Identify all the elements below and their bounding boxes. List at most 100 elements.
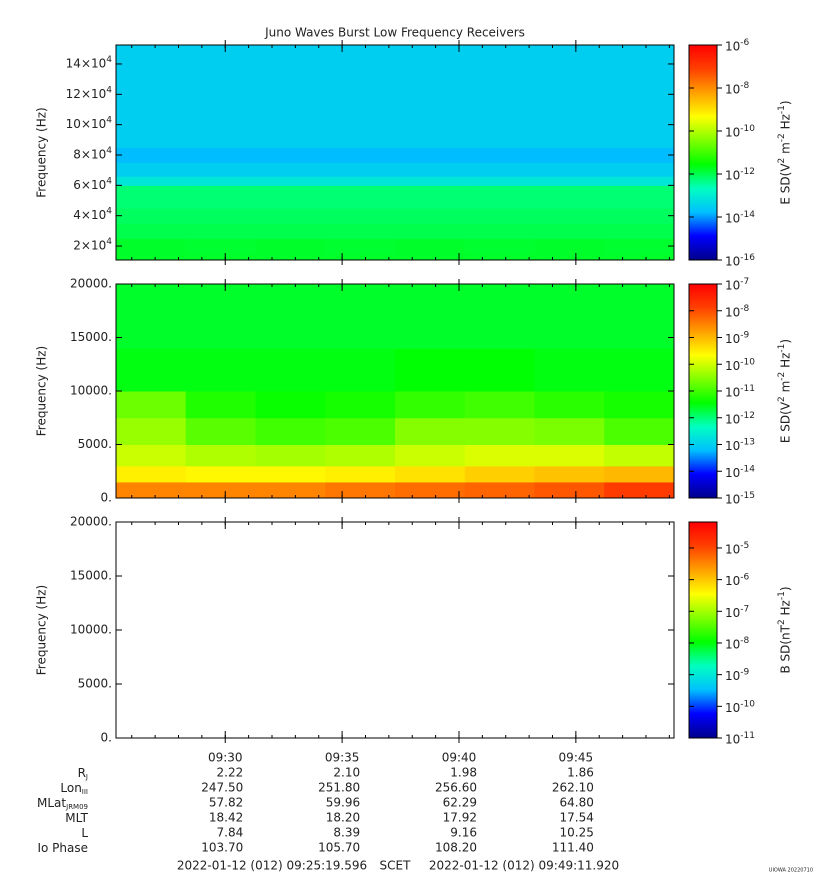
heatmap-cell <box>464 223 535 239</box>
ephemeris-value: 251.80 <box>318 781 360 795</box>
y-tick-label: 0. <box>101 491 112 505</box>
heatmap-cell <box>325 348 396 392</box>
ephemeris-label-text: MLat <box>37 796 66 810</box>
heatmap-cell <box>325 465 396 483</box>
heatmap-cell <box>325 147 396 164</box>
heatmap-cell <box>464 162 535 177</box>
heatmap-cell <box>464 176 535 186</box>
ephemeris-label-text: R <box>78 766 86 780</box>
ephemeris-value: 103.70 <box>201 841 243 855</box>
heatmap-cell <box>185 444 256 467</box>
colorbar-tick-label: 10-5 <box>725 540 749 556</box>
heatmap-cell <box>395 465 466 483</box>
heatmap-cell <box>395 391 466 419</box>
y-axis-label: Frequency (Hz) <box>35 107 49 198</box>
heatmap-cell <box>325 176 396 186</box>
ephemeris-value: 18.20 <box>326 811 360 825</box>
heatmap-cell <box>185 348 256 392</box>
heatmap-cell <box>604 253 675 261</box>
heatmap-cell <box>464 253 535 261</box>
ephemeris-value: 108.20 <box>435 841 477 855</box>
colorbar-tick-label: 10-8 <box>725 81 750 97</box>
ephemeris-label-sub: J <box>85 773 88 781</box>
heatmap-cell <box>255 238 326 255</box>
y-tick-label: 5000. <box>78 677 112 691</box>
ephemeris-label-text: L <box>81 826 88 840</box>
heatmap-cell <box>395 147 466 164</box>
heatmap-cell <box>116 176 187 186</box>
colorbar-tick-label: 10-14 <box>725 464 755 480</box>
heatmap-cell <box>255 417 326 445</box>
ephemeris-value: 2.10 <box>333 766 360 780</box>
ephemeris-label: MLT <box>65 811 88 825</box>
heatmap-cell <box>185 45 256 148</box>
ephemeris-value: 9.16 <box>450 826 477 840</box>
y-tick-label: 10000. <box>70 384 112 398</box>
colorbar-tick-label: 10-10 <box>725 124 755 140</box>
heatmap-cell <box>464 417 535 445</box>
heatmap-cell <box>325 481 396 499</box>
ephemeris-label: LonIII <box>60 781 88 797</box>
colorbar-tick-label: 10-11 <box>725 731 755 747</box>
heatmap-cell <box>185 465 256 483</box>
y-tick-label: 0. <box>101 731 112 745</box>
ephemeris-value: 64.80 <box>559 796 593 810</box>
heatmap-cell <box>395 417 466 445</box>
heatmap-cell <box>325 238 396 255</box>
heatmap-cell <box>604 417 675 445</box>
heatmap-cell <box>116 348 187 392</box>
y-tick-label: 15000. <box>70 569 112 583</box>
time-start: 2022-01-12 (012) 09:25:19.596 <box>177 859 367 873</box>
ephemeris-value: 256.60 <box>435 781 477 795</box>
colorbar-tick-label: 10-9 <box>725 667 750 683</box>
heatmap-cell <box>395 176 466 186</box>
colorbar-label: E SD(V2 m-2 Hz-1) <box>777 100 793 204</box>
heatmap-cell <box>116 481 187 499</box>
heatmap-cell <box>255 284 326 349</box>
heatmap-cell <box>395 444 466 467</box>
heatmap-cell <box>534 481 605 499</box>
heatmap-cell <box>116 253 187 261</box>
heatmap-cell <box>185 176 256 186</box>
heatmap-cell <box>604 238 675 255</box>
colorbar-tick-label: 10-10 <box>725 357 755 373</box>
heatmap-cell <box>325 185 396 209</box>
heatmap-cell <box>534 391 605 419</box>
heatmap-cell <box>116 444 187 467</box>
ephemeris-value: 1.98 <box>450 766 477 780</box>
heatmap-cell <box>395 185 466 209</box>
heatmap-cell <box>185 284 256 349</box>
heatmap-cell <box>185 417 256 445</box>
heatmap-cell <box>464 238 535 255</box>
heatmap-cell <box>534 185 605 209</box>
heatmap-cell <box>464 391 535 419</box>
ephemeris-value: 111.40 <box>552 841 594 855</box>
heatmap-cell <box>604 147 675 164</box>
x-tick-label: 09:40 <box>442 751 477 765</box>
heatmap-cell <box>604 185 675 209</box>
heatmap-cell <box>604 176 675 186</box>
y-tick-label: 14×104 <box>66 54 113 70</box>
colorbar-tick-label: 10-10 <box>725 699 755 715</box>
heatmap-cell <box>534 176 605 186</box>
ephemeris-value: 8.39 <box>333 826 360 840</box>
heatmap-cell <box>255 465 326 483</box>
heatmap-cell <box>604 162 675 177</box>
colorbar-tick-label: 10-13 <box>725 437 755 453</box>
ephemeris-value: 247.50 <box>201 781 243 795</box>
heatmap-cell <box>325 284 396 349</box>
heatmap-cell <box>185 208 256 224</box>
colorbar-label: B SD(nT2 Hz-1) <box>777 586 793 673</box>
heatmap-cell <box>116 45 187 148</box>
heatmap-cell <box>255 348 326 392</box>
heatmap-cell <box>325 417 396 445</box>
heatmap-cell <box>464 284 535 349</box>
ephemeris-value: 17.54 <box>559 811 593 825</box>
heatmap-cell <box>604 208 675 224</box>
colorbar-tick-label: 10-12 <box>725 167 755 183</box>
heatmap-cell <box>255 481 326 499</box>
ephemeris-label: Io Phase <box>37 841 88 855</box>
y-tick-label: 2×104 <box>73 237 112 253</box>
heatmap-cell <box>255 208 326 224</box>
